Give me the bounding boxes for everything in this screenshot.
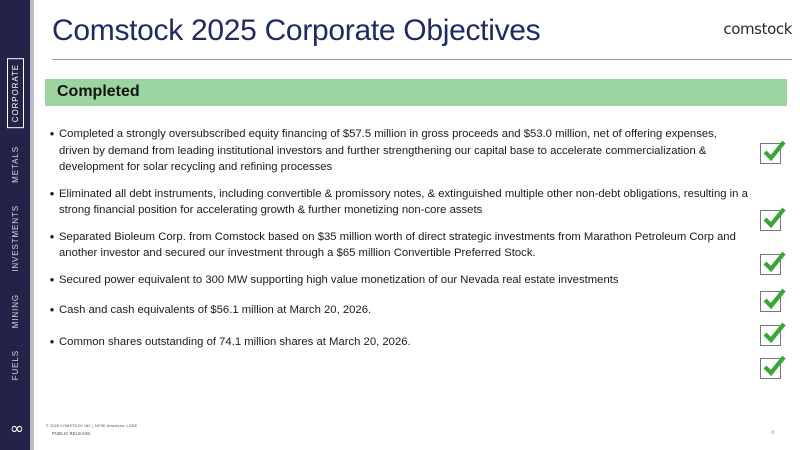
sidebar-item-metals[interactable]: METALS [9, 142, 22, 187]
bullet-marker-icon: • [49, 228, 55, 244]
status-checkbox-checked[interactable] [760, 288, 786, 312]
footer: © 2026 COMSTOCK INC | NYSE American: LOD… [46, 424, 137, 436]
checkmark-icon [763, 207, 786, 229]
bullet-marker-icon: • [49, 126, 55, 141]
sidebar-nav-rail: CORPORATE METALS INVESTMENTS MINING FUEL… [0, 0, 30, 450]
section-banner-label: Completed [57, 83, 140, 100]
checkmark-icon [763, 288, 786, 310]
checkmark-icon [763, 322, 786, 344]
footer-classification: PUBLIC RELEASE [52, 430, 91, 436]
comstock-wordmark-logo: comstock [723, 20, 792, 38]
list-item-text: Separated Bioleum Corp. from Comstock ba… [59, 230, 736, 260]
status-checkbox-checked[interactable] [760, 251, 786, 275]
list-item-text: Cash and cash equivalents of $56.1 milli… [59, 304, 372, 316]
comstock-infinity-logo-icon: ∞ [9, 419, 24, 439]
page-number: 8 [771, 430, 774, 436]
bullet-marker-icon: • [49, 333, 55, 349]
bullet-marker-icon: • [49, 302, 55, 317]
sidebar-item-investments[interactable]: INVESTMENTS [9, 201, 22, 276]
section-banner-completed: Completed [45, 79, 787, 106]
list-item-text: Eliminated all debt instruments, includi… [59, 187, 748, 217]
checkmark-icon [763, 140, 786, 162]
footer-copyright: © 2026 COMSTOCK INC | NYSE American: LOD… [46, 424, 138, 428]
page-title: Comstock 2025 Corporate Objectives [52, 14, 541, 47]
sidebar-item-label: FUELS [10, 350, 20, 381]
list-item: • Secured power equivalent to 300 MW sup… [45, 272, 750, 289]
sidebar-item-list: CORPORATE METALS INVESTMENTS MINING FUEL… [0, 58, 30, 398]
list-item-text: Secured power equivalent to 300 MW suppo… [59, 273, 619, 286]
list-item-text: Completed a strongly oversubscribed equi… [59, 128, 717, 173]
status-checkbox-checked[interactable] [760, 140, 786, 164]
list-item: • Completed a strongly oversubscribed eq… [45, 126, 750, 176]
sidebar-edge-divider [30, 0, 34, 450]
checkmark-icon [763, 355, 786, 377]
title-divider [52, 59, 792, 60]
list-item: • Eliminated all debt instruments, inclu… [45, 186, 750, 219]
sidebar-item-label: INVESTMENTS [10, 205, 20, 272]
status-checkbox-checked[interactable] [760, 355, 786, 379]
sidebar-item-label: METALS [10, 146, 20, 184]
list-item: • Cash and cash equivalents of $56.1 mil… [45, 302, 750, 319]
status-checkbox-checked[interactable] [760, 322, 786, 346]
status-checkbox-checked[interactable] [760, 207, 786, 231]
sidebar-item-fuels[interactable]: FUELS [9, 346, 22, 384]
list-item-text: Common shares outstanding of 74.1 millio… [59, 335, 411, 348]
sidebar-item-label: MINING [10, 293, 20, 329]
sidebar-item-mining[interactable]: MINING [9, 290, 22, 332]
sidebar-item-label: CORPORATE [10, 64, 20, 123]
bullet-marker-icon: • [49, 185, 55, 201]
list-item: • Separated Bioleum Corp. from Comstock … [45, 229, 750, 262]
sidebar-item-corporate[interactable]: CORPORATE [6, 58, 24, 129]
bullet-marker-icon: • [49, 271, 55, 287]
objectives-list: • Completed a strongly oversubscribed eq… [45, 126, 750, 358]
checkmark-icon [763, 251, 786, 273]
list-item: • Common shares outstanding of 74.1 mill… [45, 334, 750, 351]
